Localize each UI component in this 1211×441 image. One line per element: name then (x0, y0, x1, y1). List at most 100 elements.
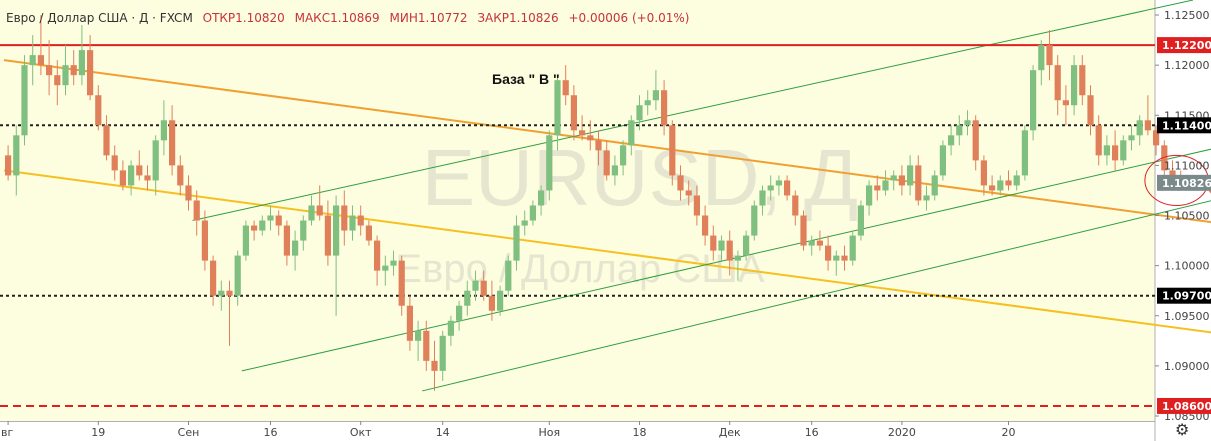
candle (103, 115, 110, 161)
trendline-channel-bottom (422, 200, 1211, 392)
candle (365, 220, 372, 246)
candle (677, 165, 684, 201)
candle-body (743, 235, 750, 256)
candle-body (833, 255, 840, 261)
candle (1030, 65, 1037, 141)
candle-body (513, 225, 520, 261)
candle (1144, 95, 1151, 136)
candle (964, 110, 971, 136)
candle-body (874, 185, 881, 191)
candle (1128, 125, 1135, 151)
candle (29, 35, 36, 86)
candle (907, 155, 914, 196)
candle-body (1062, 100, 1069, 106)
candle (78, 25, 85, 86)
candle (997, 175, 1004, 196)
candle-body (472, 280, 479, 291)
candle (939, 140, 946, 181)
y-tick-label: 1.09000 (1164, 360, 1210, 373)
candle (1062, 85, 1069, 126)
candle-body (792, 195, 799, 216)
x-tick-label: 19 (91, 426, 105, 439)
candle-body (341, 205, 348, 231)
candle (251, 220, 258, 241)
candle (128, 160, 135, 196)
candle (234, 250, 241, 306)
candle-body (447, 320, 454, 336)
candle (1054, 55, 1061, 116)
candle (456, 300, 463, 331)
candle (710, 225, 717, 261)
candle-body (948, 135, 955, 146)
candle (751, 200, 758, 241)
candle-body (1161, 145, 1168, 171)
candle-body (1103, 145, 1110, 156)
open-value: ОТКР1.10820 (202, 11, 285, 25)
candle (1161, 140, 1168, 176)
candle-body (579, 130, 586, 136)
candle-body (907, 165, 914, 186)
candle-body (1136, 120, 1143, 136)
candle-body (201, 220, 208, 261)
candle-body (29, 55, 36, 66)
candle (685, 180, 692, 206)
candle (431, 340, 438, 391)
level-price-label: 1.08600 (1162, 400, 1211, 413)
candle (579, 115, 586, 141)
candle (62, 45, 69, 96)
candle-body (308, 205, 315, 221)
candle-body (1005, 180, 1012, 186)
candle (464, 280, 471, 316)
candle (726, 230, 733, 276)
candle (275, 210, 282, 236)
candle-body (497, 290, 504, 311)
candle (767, 175, 774, 201)
trendline-orange-upper (3, 59, 1211, 224)
change-value: +0.00006 (+0.01%) (568, 11, 690, 25)
candle-body (677, 175, 684, 191)
candle (808, 235, 815, 256)
candle-body (620, 145, 627, 166)
candle (611, 155, 618, 186)
candle (210, 255, 217, 306)
candle-body (1112, 145, 1119, 161)
candle (1103, 135, 1110, 166)
candle-body (710, 235, 717, 251)
candle (825, 235, 832, 271)
candle (341, 190, 348, 246)
candle-body (54, 75, 61, 86)
candle (661, 80, 668, 136)
candle (759, 185, 766, 216)
candle (784, 175, 791, 201)
x-tick-label: Ноя (538, 426, 560, 439)
candle-body (800, 215, 807, 246)
candle (382, 255, 389, 286)
candle-body (37, 55, 44, 66)
candle-body (529, 205, 536, 221)
candle (497, 285, 504, 316)
annotation-base-b: База " В " (492, 71, 560, 87)
candle-body (267, 215, 274, 221)
y-tick-label: 1.12000 (1164, 59, 1210, 72)
candle (882, 170, 889, 196)
candle-body (669, 125, 676, 176)
candle (423, 320, 430, 371)
candle (595, 130, 602, 166)
level-price-label-bg (1157, 117, 1211, 134)
candle-body (751, 205, 758, 236)
candle (849, 230, 856, 266)
candle-body (841, 255, 848, 261)
candle (972, 115, 979, 171)
candle (1087, 85, 1094, 136)
candle (37, 15, 44, 76)
candle (1120, 135, 1127, 166)
candle-body (259, 220, 266, 231)
candle (193, 190, 200, 236)
candle-body (956, 125, 963, 136)
candle (923, 185, 930, 211)
candle (398, 255, 405, 316)
settings-gear-icon[interactable]: ⚙ (1175, 420, 1190, 439)
x-tick-label: 16 (805, 426, 819, 439)
candle-body (177, 165, 184, 186)
plot-background (0, 0, 1155, 421)
